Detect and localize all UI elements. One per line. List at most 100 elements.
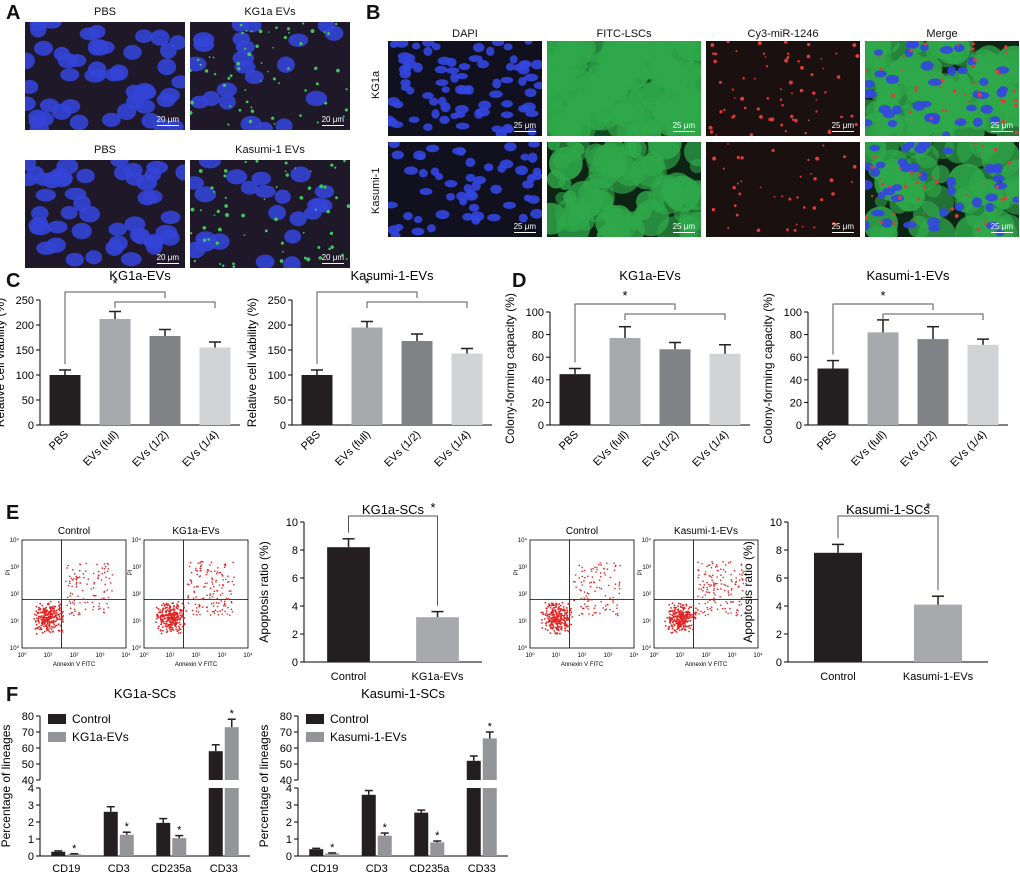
y-tick-label: 80 xyxy=(280,711,292,723)
event-dot xyxy=(547,605,550,608)
event-dot xyxy=(210,561,213,563)
event-dot xyxy=(162,618,164,621)
event-dot xyxy=(49,631,52,634)
event-dot xyxy=(558,621,561,624)
event-dot xyxy=(734,583,737,586)
event-dot xyxy=(159,629,162,631)
event-dot xyxy=(82,598,85,600)
bar xyxy=(659,349,691,425)
event-dot xyxy=(580,597,583,600)
event-dot xyxy=(54,620,57,623)
event-dot xyxy=(564,627,567,630)
event-dot xyxy=(90,588,93,590)
y-tick-label: 40 xyxy=(790,375,802,387)
event-dot xyxy=(221,575,224,577)
event-dot xyxy=(562,618,565,621)
event-dot xyxy=(49,617,51,620)
event-dot xyxy=(160,614,163,617)
event-dot xyxy=(555,628,558,631)
event-dot xyxy=(735,614,737,617)
event-dot xyxy=(704,602,706,605)
event-dot xyxy=(678,622,681,625)
event-dot xyxy=(169,610,171,613)
event-dot xyxy=(670,617,673,620)
flow-y-tick: 10⁰ xyxy=(132,645,142,652)
event-dot xyxy=(729,561,732,563)
event-dot xyxy=(37,619,40,622)
event-dot xyxy=(209,587,212,589)
event-dot xyxy=(690,624,693,627)
event-dot xyxy=(720,588,722,590)
flow-y-tick: 10³ xyxy=(518,565,527,571)
event-dot xyxy=(161,620,164,623)
event-dot xyxy=(551,614,554,617)
scale-bar-label: 25 μm xyxy=(513,121,536,130)
event-dot xyxy=(697,569,700,572)
event-dot xyxy=(49,616,52,619)
event-dot xyxy=(711,579,713,581)
event-dot xyxy=(731,580,733,583)
event-dot xyxy=(35,632,38,635)
y-axis-label: Percentage of lineages xyxy=(0,725,13,848)
event-dot xyxy=(224,605,227,607)
event-dot xyxy=(555,614,558,616)
event-dot xyxy=(551,602,554,605)
event-dot xyxy=(558,605,561,608)
event-dot xyxy=(171,617,174,619)
event-dot xyxy=(104,565,107,568)
bar xyxy=(103,811,118,856)
event-dot xyxy=(557,629,560,632)
event-dot xyxy=(742,582,745,585)
event-dot xyxy=(199,567,202,570)
event-dot xyxy=(202,606,204,608)
event-dot xyxy=(711,560,713,563)
event-dot xyxy=(42,620,45,622)
event-dot xyxy=(173,619,175,621)
cell-line-label: Kasumi-1 xyxy=(370,167,382,214)
event-dot xyxy=(45,610,48,613)
event-dot xyxy=(200,570,202,572)
event-dot xyxy=(671,609,674,612)
event-dot xyxy=(36,626,39,629)
x-tick-label: CD3 xyxy=(108,863,130,875)
significance-star: * xyxy=(112,276,117,291)
event-dot xyxy=(698,574,700,576)
chart-title: Kasumi-1-EVs xyxy=(866,268,950,283)
event-dot xyxy=(195,596,197,598)
event-dot xyxy=(717,570,719,572)
event-dot xyxy=(683,620,686,623)
bar xyxy=(709,353,741,425)
flow-x-tick: 10⁴ xyxy=(243,652,253,659)
flow-plot-title: Control xyxy=(58,526,90,537)
event-dot xyxy=(561,618,563,621)
event-dot xyxy=(108,577,111,580)
y-tick-label: 50 xyxy=(22,759,34,771)
legend-label: KG1a-EVs xyxy=(72,730,129,744)
event-dot xyxy=(223,603,226,606)
event-dot xyxy=(564,617,567,620)
x-tick-label: EVs (1/2) xyxy=(130,429,171,470)
event-dot xyxy=(160,623,162,626)
event-dot xyxy=(730,601,732,603)
event-dot xyxy=(75,583,78,585)
scale-bar: 25 μm xyxy=(513,222,536,233)
event-dot xyxy=(586,592,589,594)
y-tick-label: 150 xyxy=(16,345,34,357)
event-dot xyxy=(670,624,673,627)
event-dot xyxy=(678,613,680,615)
event-dot xyxy=(48,603,50,606)
scale-bar-label: 25 μm xyxy=(990,121,1013,130)
event-dot xyxy=(103,591,105,593)
event-dot xyxy=(39,616,42,619)
event-dot xyxy=(45,613,47,616)
event-dot xyxy=(682,613,685,615)
event-dot xyxy=(681,612,683,615)
event-dot xyxy=(713,592,715,594)
event-dot xyxy=(37,612,40,614)
event-dot xyxy=(40,624,43,627)
event-dot xyxy=(53,607,55,609)
event-dot xyxy=(558,603,561,605)
event-dot xyxy=(548,603,550,605)
event-dot xyxy=(48,611,50,614)
event-dot xyxy=(46,629,49,632)
